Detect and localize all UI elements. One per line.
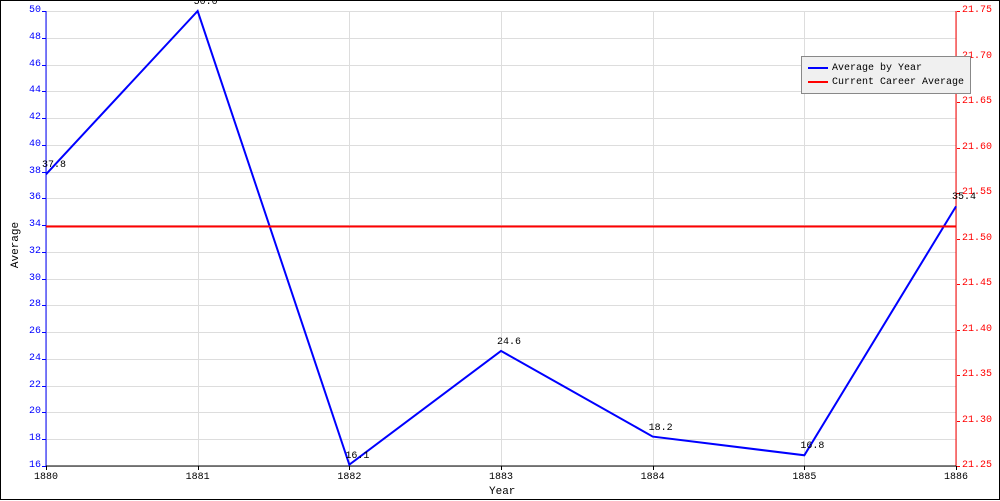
x-axis-title: Year [489,486,515,498]
legend-label: Average by Year [832,63,922,74]
legend: Average by Year Current Career Average [801,56,971,94]
data-point-label: 16.1 [345,451,369,462]
y-axis-left-title: Average [10,221,22,267]
data-point-label: 50.0 [194,0,218,8]
legend-label: Current Career Average [832,77,964,88]
data-point-label: 37.8 [42,160,66,171]
legend-item: Current Career Average [808,75,964,89]
data-point-label: 35.4 [952,192,976,203]
data-point-label: 24.6 [497,337,521,348]
data-point-label: 16.8 [800,441,824,452]
legend-swatch [808,81,828,83]
data-point-label: 18.2 [649,423,673,434]
legend-item: Average by Year [808,61,964,75]
legend-swatch [808,67,828,69]
chart-container: 16182022242628303234363840424446485021.2… [0,0,1000,500]
